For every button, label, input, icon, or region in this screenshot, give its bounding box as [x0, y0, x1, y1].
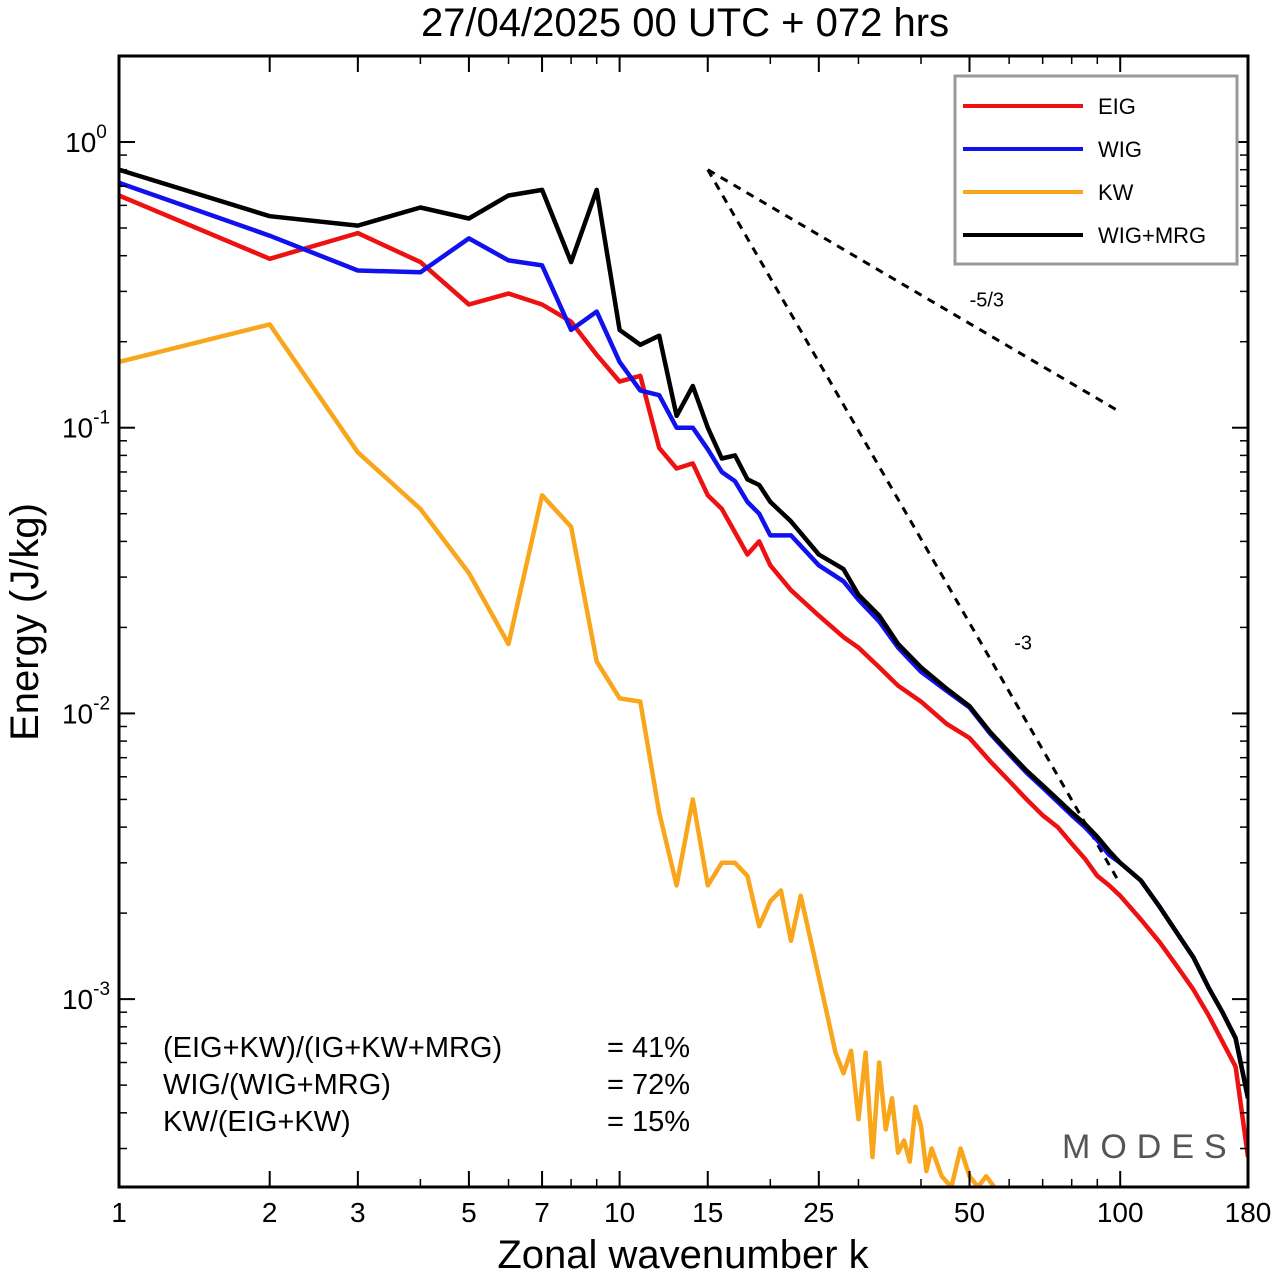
series-line-wig-mrg — [119, 167, 1248, 1099]
x-tick-label: 3 — [350, 1197, 366, 1228]
ratio-value: = 41% — [607, 1032, 690, 1064]
ratio-label: KW/(EIG+KW) — [163, 1106, 351, 1138]
plot-frame — [117, 54, 1250, 1189]
legend-entry: WIG — [1098, 137, 1142, 162]
x-tick-label: 10 — [604, 1197, 635, 1228]
series-lines — [119, 167, 1248, 1187]
reference-line-label: -5/3 — [970, 289, 1004, 311]
x-tick-label: 50 — [954, 1197, 985, 1228]
x-tick-label: 25 — [803, 1197, 834, 1228]
ratio-value: = 72% — [607, 1069, 690, 1101]
axis-ticks: 1 2 3 5 7 10 15 25 50 100 180 100 10-1 10-2 10-3 — [62, 55, 1272, 1228]
ratio-value: = 15% — [607, 1106, 690, 1138]
y-tick-label: 10-2 — [62, 693, 110, 729]
series-line-kw — [119, 322, 997, 1187]
ratio-label: (EIG+KW)/(IG+KW+MRG) — [163, 1032, 502, 1064]
y-axis-title: Energy (J/kg) — [3, 503, 47, 741]
chart-title: 27/04/2025 00 UTC + 072 hrs — [421, 1, 949, 45]
x-tick-label: 1 — [111, 1197, 127, 1228]
reference-line-label: -3 — [1014, 632, 1032, 654]
series-line-eig — [119, 193, 1248, 1158]
x-tick-label: 100 — [1097, 1197, 1144, 1228]
legend-entry: WIG+MRG — [1098, 223, 1206, 248]
x-axis-title: Zonal wavenumber k — [497, 1233, 869, 1277]
x-tick-label: 5 — [461, 1197, 477, 1228]
x-tick-label: 7 — [534, 1197, 550, 1228]
y-tick-label: 100 — [65, 122, 107, 158]
x-tick-label: 2 — [262, 1197, 278, 1228]
ratio-label: WIG/(WIG+MRG) — [163, 1069, 391, 1101]
reference-slope-lines — [706, 168, 1122, 885]
y-tick-label: 10-1 — [62, 408, 110, 444]
y-tick-label: 10-3 — [62, 979, 110, 1015]
series-line-wig — [119, 180, 1248, 1099]
x-tick-label: 180 — [1225, 1197, 1272, 1228]
reference-line-minus-3 — [706, 168, 1122, 885]
modes-watermark: MODES — [1062, 1128, 1237, 1166]
ratio-annotations: (EIG+KW)/(IG+KW+MRG) = 41% WIG/(WIG+MRG) = … — [163, 1032, 690, 1138]
legend-entry: KW — [1098, 180, 1134, 205]
legend-entry: EIG — [1098, 94, 1136, 119]
legend: EIG WIG KW WIG+MRG — [953, 74, 1239, 266]
x-tick-label: 15 — [692, 1197, 723, 1228]
reference-line-minus-5-3 — [706, 168, 1121, 414]
